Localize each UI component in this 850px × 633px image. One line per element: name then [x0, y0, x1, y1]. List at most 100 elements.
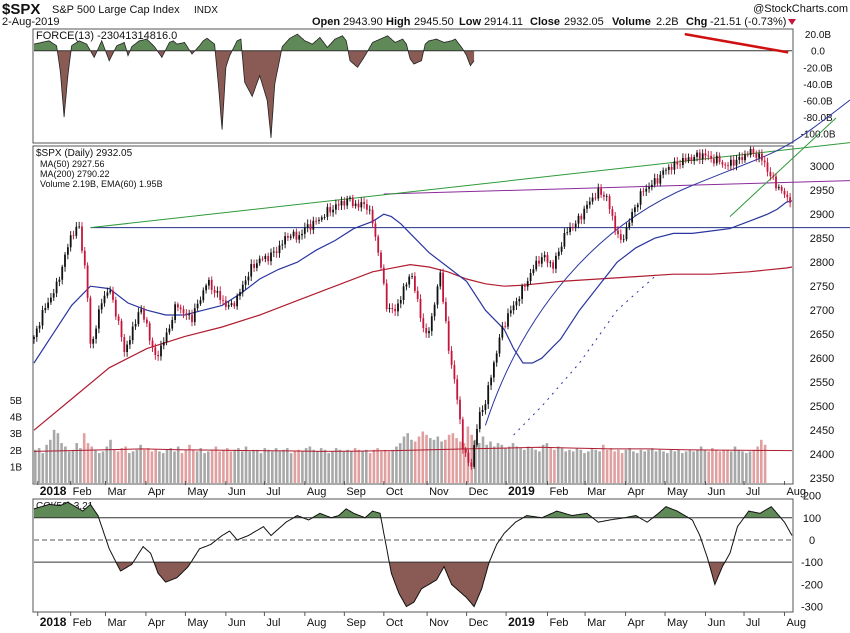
x-axis-label: Jun — [707, 617, 725, 629]
x-axis-label: May — [667, 486, 688, 498]
volume-bar — [526, 446, 530, 483]
candle-body — [89, 297, 92, 344]
cci-ytick-label: 200 — [803, 491, 821, 503]
candle-body — [436, 286, 439, 305]
candle-body — [724, 164, 727, 166]
volume-bar — [45, 444, 48, 483]
rising-channel-line — [729, 117, 837, 217]
volume-bar — [350, 451, 353, 483]
volume-bar — [489, 441, 492, 483]
volume-bar — [101, 451, 105, 483]
volume-bar — [282, 449, 285, 483]
ma50-line — [33, 200, 793, 364]
candle-body — [402, 286, 405, 300]
force-ytick-label: -80.0B — [803, 113, 833, 124]
volume-bar — [56, 433, 60, 483]
candle-body — [366, 204, 368, 210]
volume-bar — [763, 444, 767, 483]
cci-ytick-label: 100 — [803, 513, 821, 525]
candle-body — [35, 328, 38, 338]
volume-bar — [165, 449, 169, 483]
candle-body — [267, 255, 270, 262]
x-axis-label: Apr — [148, 617, 165, 629]
volume-bar — [726, 449, 729, 483]
candle-body — [55, 281, 58, 294]
x-axis-label: Mar — [587, 486, 606, 498]
candle-body — [100, 303, 103, 310]
candle-body — [504, 326, 507, 327]
candle-body — [636, 204, 639, 208]
candle-body — [730, 159, 732, 166]
volume-bar — [681, 453, 684, 483]
candle-body — [459, 399, 461, 420]
candle-body — [653, 178, 656, 185]
x-axis-label: 2019 — [508, 615, 535, 629]
candle-body — [394, 309, 396, 312]
volume-bar — [98, 453, 101, 483]
candle-body — [289, 236, 292, 238]
candle-body — [210, 279, 213, 290]
candle-body — [524, 285, 526, 287]
candle-body — [191, 314, 193, 323]
candle-body — [134, 324, 137, 327]
candle-body — [735, 159, 738, 166]
candle-body — [140, 309, 143, 313]
x-axis-label: Sep — [346, 486, 366, 498]
candle-body — [608, 196, 611, 210]
volume-bar — [417, 436, 421, 483]
candle-body — [346, 198, 349, 206]
volume-bar — [361, 451, 364, 483]
force-ytick-label: -60.0B — [803, 97, 833, 108]
volume-bar — [703, 449, 707, 483]
volume-bar — [741, 451, 744, 483]
volume-bar — [613, 451, 616, 483]
cci-ytick-label: -300 — [801, 602, 823, 614]
volume-bar — [244, 446, 248, 483]
volume-bar — [714, 449, 718, 483]
volume-bar — [696, 449, 699, 483]
candle-body — [225, 300, 227, 307]
candle-body — [81, 226, 83, 251]
volume-tick-label: 2B — [10, 446, 23, 457]
volume-bar — [722, 449, 725, 483]
candle-body — [326, 207, 329, 217]
candle-body — [332, 209, 334, 213]
candle-body — [414, 276, 416, 291]
force-declining-trendline — [684, 32, 789, 54]
candle-body — [552, 262, 554, 269]
volume-bar — [530, 448, 534, 483]
volume-bar — [387, 451, 391, 483]
candle-body — [777, 186, 780, 189]
volume-bar — [41, 453, 45, 483]
volume-bar — [188, 444, 191, 483]
candle-body — [495, 353, 498, 363]
candle-body — [205, 285, 207, 291]
candle-body — [428, 331, 430, 334]
volume-bar — [748, 451, 752, 483]
candle-body — [261, 258, 264, 260]
candle-body — [188, 314, 191, 316]
candle-body — [419, 299, 422, 319]
volume-bar — [184, 449, 188, 483]
candle-body — [374, 223, 377, 237]
candle-body — [566, 232, 569, 233]
volume-bar — [391, 449, 394, 483]
x-axis-label: Dec — [469, 486, 489, 498]
candle-body — [445, 301, 447, 322]
volume-bar — [564, 451, 567, 483]
candle-body — [509, 310, 512, 314]
volume-bar — [444, 439, 447, 483]
candle-body — [123, 337, 126, 352]
candle-body — [628, 222, 631, 228]
volume-bar — [259, 453, 263, 483]
candle-body — [382, 267, 385, 284]
candle-body — [696, 152, 698, 157]
volume-bar — [462, 443, 466, 483]
candle-body — [476, 429, 478, 445]
volume-bar — [515, 446, 519, 483]
volume-bar — [650, 448, 654, 483]
candle-body — [292, 231, 295, 237]
candle-body — [761, 153, 763, 161]
candle-body — [50, 297, 52, 303]
